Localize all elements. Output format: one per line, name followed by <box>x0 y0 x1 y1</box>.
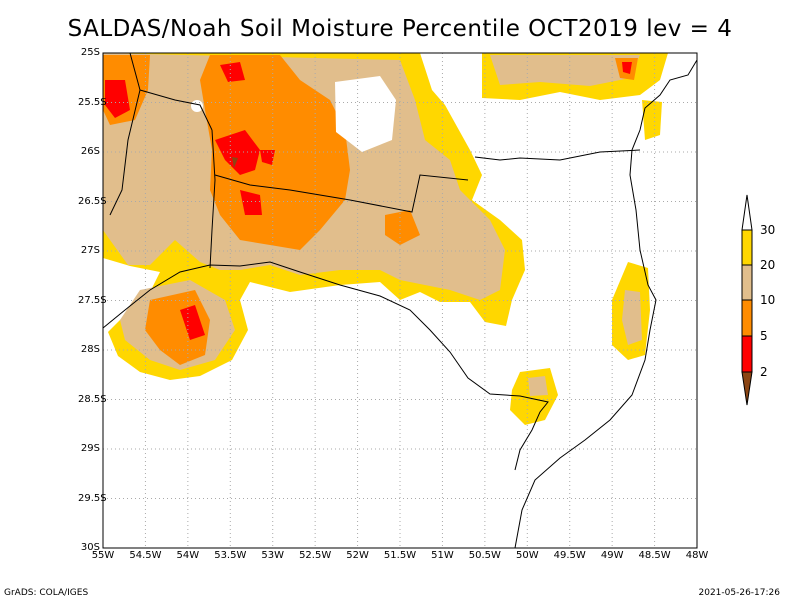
x-tick-label: 49.5W <box>553 550 586 561</box>
region-below-2 <box>232 157 238 168</box>
coastline <box>514 59 698 549</box>
state-border <box>214 174 469 213</box>
boundaries <box>102 52 698 549</box>
x-tick-label: 49W <box>600 550 624 561</box>
region-2-5 <box>180 305 205 340</box>
x-tick-label: 52W <box>346 550 369 561</box>
x-tick-label: 48.5W <box>638 550 671 561</box>
colorbar-label: 10 <box>760 293 776 307</box>
shaded-field <box>103 53 668 425</box>
colorbar <box>741 194 753 406</box>
y-tick-label: 27.5S <box>78 294 107 306</box>
y-tick-label: 29S <box>80 443 100 454</box>
region-20-30 <box>642 100 662 140</box>
region-10-20 <box>528 376 548 396</box>
colorbar-label: 30 <box>760 223 776 237</box>
x-tick-label: 53.5W <box>214 550 247 561</box>
footer-timestamp: 2021-05-26-17:26 <box>698 588 781 598</box>
x-tick-label: 52.5W <box>299 550 332 561</box>
colorbar-label: 2 <box>760 365 768 379</box>
x-tick-label: 50W <box>515 550 539 561</box>
y-tick-label: 25.5S <box>78 96 107 108</box>
colorbar-10-20 <box>741 264 753 301</box>
x-tick-label: 54.5W <box>129 550 162 561</box>
region-10-20 <box>622 290 642 345</box>
colorbar-below-2 <box>741 371 753 406</box>
colorbar-above-30 <box>741 194 753 231</box>
grid-lines <box>103 53 697 548</box>
colorbar-label: 5 <box>760 329 768 343</box>
y-tick-label: 27S <box>80 245 100 256</box>
region-20-30 <box>510 368 558 425</box>
state-border <box>139 89 213 131</box>
state-border <box>109 52 141 216</box>
region-2-5 <box>240 190 262 215</box>
y-tick-label: 26.5S <box>78 195 107 207</box>
colorbar-5-10 <box>741 299 753 337</box>
x-tick-label: 51W <box>431 550 454 561</box>
state-border <box>474 149 641 161</box>
region-2-5 <box>220 62 245 82</box>
x-tick-label: 54W <box>176 550 200 561</box>
colorbar-20-30 <box>741 229 753 266</box>
x-tick-label: 50.5W <box>468 550 501 561</box>
footer-credit: GrADS: COLA/IGES <box>4 588 89 598</box>
region-2-5 <box>622 62 632 74</box>
region-2-5 <box>260 150 275 165</box>
region-above-30 <box>191 100 203 112</box>
map-frame <box>102 52 698 549</box>
y-tick-label: 29.5S <box>78 492 107 504</box>
colorbar-2-5 <box>741 335 753 373</box>
map-title: SALDAS/Noah Soil Moisture Percentile OCT… <box>67 16 733 42</box>
y-tick-label: 25S <box>80 47 100 58</box>
x-tick-label: 55W <box>91 550 115 561</box>
y-tick-label: 26S <box>80 146 100 157</box>
state-border <box>209 129 216 269</box>
x-tick-label: 51.5W <box>383 550 417 561</box>
colorbar-label: 20 <box>760 258 776 272</box>
region-above-30 <box>335 76 396 152</box>
y-tick-label: 28S <box>80 344 100 355</box>
x-tick-label: 48W <box>685 550 709 561</box>
y-tick-label: 28.5S <box>78 393 107 405</box>
country-border <box>102 261 549 471</box>
region-10-20 <box>490 55 640 86</box>
region-2-5 <box>105 80 130 118</box>
region-2-5 <box>215 130 260 175</box>
y-tick-label: 30S <box>80 542 100 553</box>
region-5-10 <box>385 210 420 245</box>
x-tick-label: 53W <box>261 550 285 561</box>
